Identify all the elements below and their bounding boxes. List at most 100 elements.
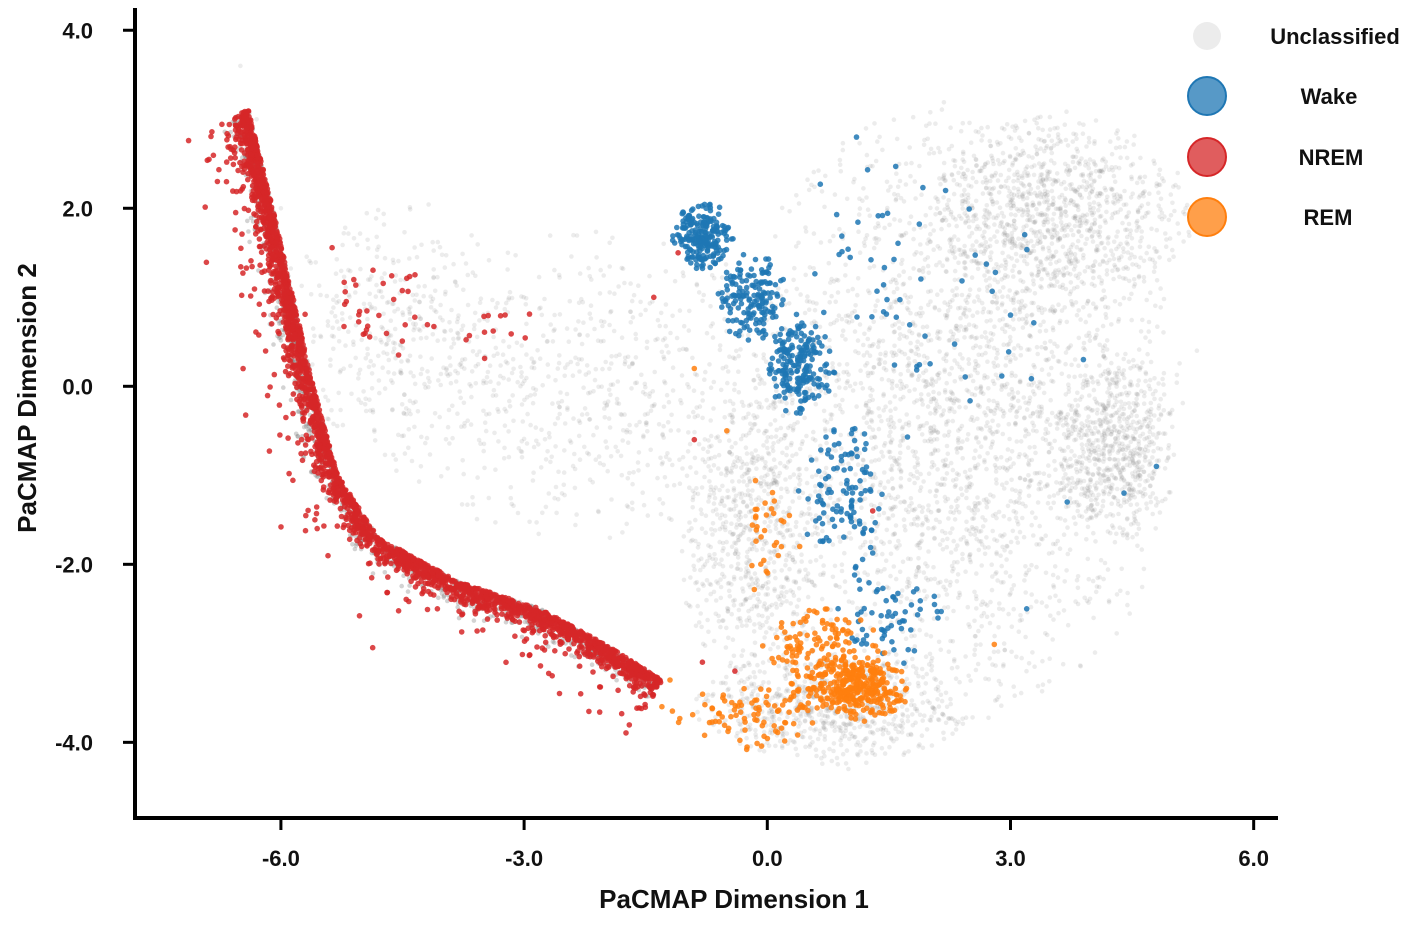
point-unclassified	[762, 520, 767, 525]
point-unclassified	[752, 422, 758, 427]
point-unclassified	[1050, 182, 1055, 187]
point-unclassified	[870, 718, 876, 724]
point-unclassified	[889, 385, 895, 391]
point-unclassified	[936, 376, 942, 381]
point-unclassified	[1005, 185, 1011, 190]
point-unclassified	[842, 589, 848, 595]
point-unclassified	[947, 237, 952, 243]
point-unclassified	[807, 744, 812, 749]
point-unclassified	[1024, 204, 1030, 210]
point-unclassified	[1041, 195, 1047, 200]
point-unclassified	[1131, 401, 1136, 406]
point-unclassified	[1170, 424, 1175, 430]
point-unclassified	[897, 325, 902, 331]
point-unclassified	[891, 420, 896, 426]
point-unclassified	[1131, 357, 1136, 363]
point-unclassified	[950, 467, 956, 473]
point-unclassified	[1035, 193, 1040, 199]
point-unclassified	[738, 510, 743, 515]
point-unclassified	[1168, 192, 1174, 197]
point-unclassified	[1172, 208, 1177, 214]
point-unclassified	[736, 353, 741, 359]
point-unclassified	[773, 234, 778, 239]
point-unclassified	[785, 425, 791, 431]
point-unclassified	[1127, 611, 1132, 616]
point-unclassified	[1053, 541, 1058, 547]
point-unclassified	[1015, 398, 1021, 404]
point-unclassified	[753, 732, 758, 737]
point-unclassified	[880, 147, 885, 153]
point-unclassified	[994, 239, 999, 244]
point-unclassified	[985, 288, 990, 294]
point-unclassified	[1137, 365, 1142, 371]
point-unclassified	[1007, 288, 1012, 293]
point-unclassified	[954, 446, 959, 452]
point-unclassified	[972, 634, 978, 639]
point-unclassified	[996, 678, 1002, 684]
point-unclassified	[1106, 599, 1112, 605]
point-unclassified	[1015, 521, 1021, 527]
point-unclassified	[1021, 395, 1027, 400]
point-unclassified	[1009, 624, 1015, 629]
point-unclassified	[899, 233, 904, 239]
point-unclassified	[737, 721, 742, 727]
point-unclassified	[819, 474, 824, 480]
point-unclassified	[949, 563, 955, 569]
point-unclassified	[1140, 179, 1146, 185]
point-unclassified	[692, 455, 698, 461]
point-unclassified	[1065, 224, 1070, 230]
point-unclassified	[905, 714, 911, 719]
point-unclassified	[1048, 261, 1053, 267]
point-unclassified	[819, 755, 824, 761]
point-unclassified	[925, 136, 930, 142]
point-unclassified	[1072, 263, 1078, 269]
point-unclassified	[1027, 182, 1032, 187]
point-unclassified	[1042, 235, 1048, 240]
point-unclassified	[964, 474, 970, 479]
point-unclassified	[831, 748, 836, 754]
point-unclassified	[888, 424, 893, 430]
point-unclassified	[1079, 195, 1084, 200]
point-unclassified	[784, 445, 790, 451]
point-unclassified	[963, 654, 968, 659]
point-unclassified	[1006, 175, 1011, 180]
point-unclassified	[849, 456, 855, 462]
point-unclassified	[1036, 385, 1042, 391]
point-unclassified	[807, 713, 813, 719]
point-unclassified	[820, 761, 825, 766]
point-unclassified	[1075, 574, 1081, 579]
point-unclassified	[1152, 396, 1157, 402]
point-unclassified	[1148, 359, 1154, 365]
point-unclassified	[716, 452, 722, 458]
point-unclassified	[1121, 477, 1127, 483]
point-unclassified	[945, 536, 950, 542]
point-unclassified	[1097, 363, 1102, 368]
point-unclassified	[1037, 470, 1042, 476]
point-unclassified	[989, 441, 995, 447]
point-unclassified	[975, 310, 980, 315]
point-unclassified	[788, 423, 793, 429]
point-unclassified	[882, 470, 887, 475]
point-unclassified	[898, 450, 903, 456]
point-unclassified	[916, 540, 922, 546]
point-unclassified	[1000, 408, 1006, 414]
point-unclassified	[890, 485, 896, 491]
point-unclassified	[1021, 224, 1026, 230]
point-unclassified	[912, 400, 917, 405]
point-unclassified	[1158, 396, 1163, 402]
point-unclassified	[894, 458, 900, 463]
point-unclassified	[993, 372, 999, 378]
point-unclassified	[926, 549, 931, 554]
point-unclassified	[992, 234, 997, 239]
point-unclassified	[974, 163, 979, 168]
point-unclassified	[922, 137, 927, 143]
point-unclassified	[881, 541, 886, 546]
point-unclassified	[1090, 472, 1096, 478]
point-unclassified	[787, 209, 792, 214]
point-unclassified	[928, 425, 934, 431]
point-unclassified	[1046, 473, 1052, 479]
point-unclassified	[922, 588, 927, 594]
point-unclassified	[766, 560, 771, 566]
point-unclassified	[989, 196, 994, 202]
point-unclassified	[978, 386, 983, 391]
